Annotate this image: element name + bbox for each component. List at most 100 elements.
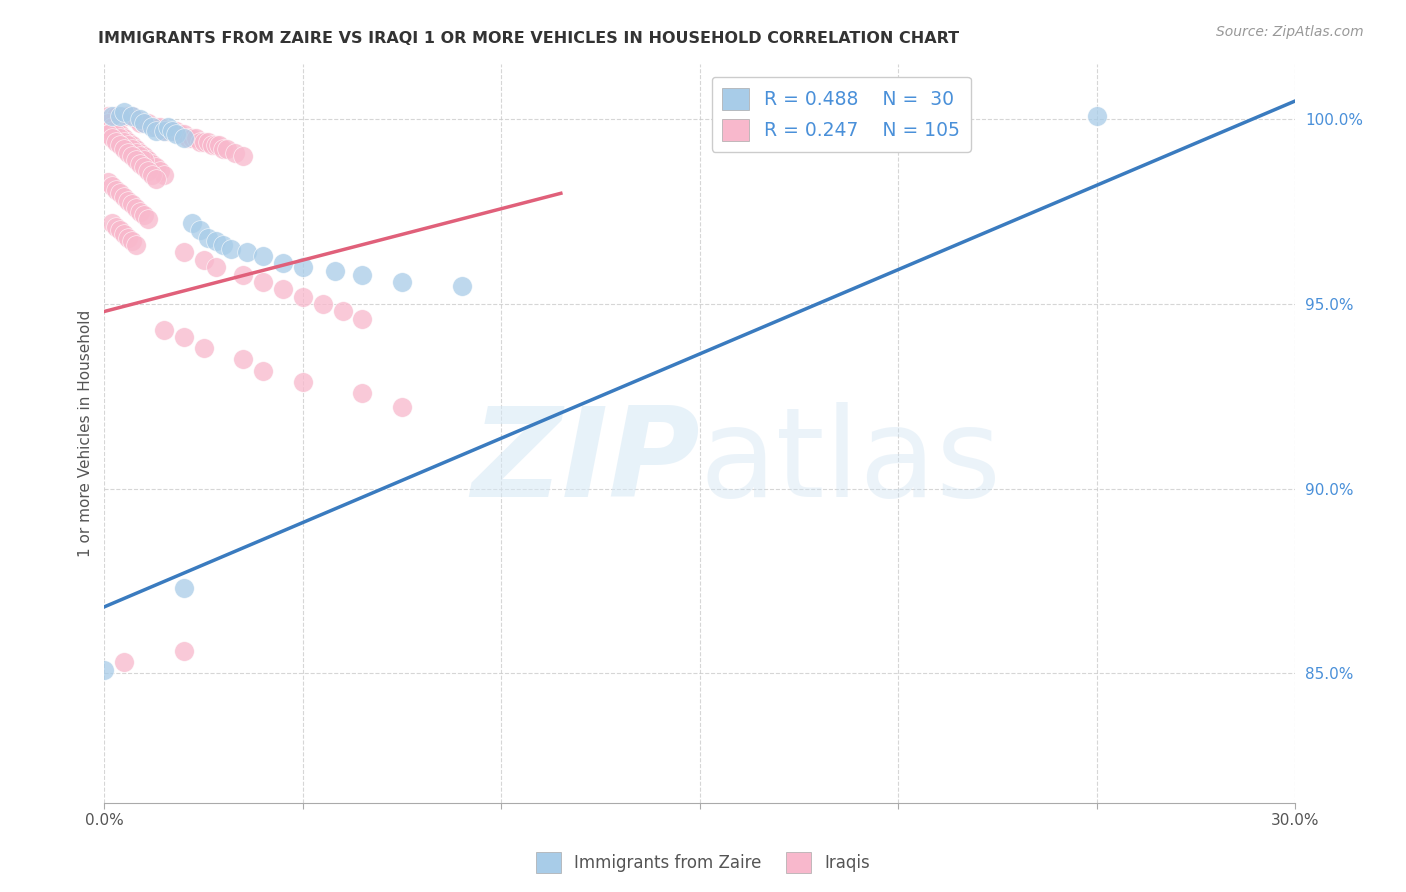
Point bbox=[136, 116, 159, 130]
Point bbox=[101, 123, 124, 137]
Point bbox=[117, 138, 139, 153]
Point bbox=[188, 135, 211, 149]
Point bbox=[121, 235, 143, 249]
Point bbox=[180, 131, 202, 145]
Point bbox=[156, 123, 179, 137]
Point bbox=[165, 127, 187, 141]
Point bbox=[117, 109, 139, 123]
Point bbox=[110, 186, 132, 201]
Point bbox=[153, 168, 176, 182]
Point bbox=[110, 223, 132, 237]
Point bbox=[252, 275, 274, 289]
Point bbox=[145, 123, 167, 137]
Point bbox=[101, 216, 124, 230]
Point bbox=[145, 161, 167, 175]
Point bbox=[352, 268, 374, 282]
Point bbox=[145, 171, 167, 186]
Point bbox=[93, 663, 115, 677]
Point bbox=[173, 127, 195, 141]
Point bbox=[105, 127, 128, 141]
Point bbox=[105, 123, 128, 137]
Point bbox=[236, 245, 259, 260]
Point bbox=[112, 109, 135, 123]
Point bbox=[112, 131, 135, 145]
Point bbox=[129, 145, 152, 160]
Point bbox=[112, 135, 135, 149]
Point bbox=[121, 109, 143, 123]
Point bbox=[450, 278, 472, 293]
Point bbox=[232, 149, 254, 163]
Point bbox=[173, 245, 195, 260]
Point bbox=[110, 131, 132, 145]
Point bbox=[117, 194, 139, 208]
Point bbox=[252, 249, 274, 263]
Point bbox=[101, 131, 124, 145]
Point bbox=[149, 120, 172, 134]
Point bbox=[204, 138, 226, 153]
Point bbox=[391, 275, 413, 289]
Point bbox=[105, 183, 128, 197]
Point bbox=[136, 212, 159, 227]
Point bbox=[212, 238, 235, 252]
Point bbox=[112, 190, 135, 204]
Point bbox=[121, 197, 143, 211]
Point bbox=[132, 153, 155, 167]
Point bbox=[193, 252, 215, 267]
Point bbox=[121, 109, 143, 123]
Y-axis label: 1 or more Vehicles in Household: 1 or more Vehicles in Household bbox=[79, 310, 93, 557]
Point bbox=[97, 109, 120, 123]
Point bbox=[132, 116, 155, 130]
Point bbox=[141, 168, 163, 182]
Point bbox=[121, 149, 143, 163]
Point bbox=[97, 127, 120, 141]
Point bbox=[169, 127, 191, 141]
Point bbox=[352, 311, 374, 326]
Point bbox=[136, 164, 159, 178]
Point bbox=[173, 330, 195, 344]
Point bbox=[208, 138, 231, 153]
Text: atlas: atlas bbox=[700, 402, 1002, 524]
Point bbox=[188, 223, 211, 237]
Point bbox=[112, 105, 135, 120]
Point bbox=[291, 375, 314, 389]
Point bbox=[125, 145, 148, 160]
Point bbox=[153, 123, 176, 137]
Point bbox=[97, 175, 120, 189]
Point bbox=[197, 230, 219, 244]
Point bbox=[252, 363, 274, 377]
Point bbox=[156, 120, 179, 134]
Text: ZIP: ZIP bbox=[471, 402, 700, 524]
Point bbox=[129, 116, 152, 130]
Point bbox=[121, 138, 143, 153]
Point bbox=[112, 227, 135, 241]
Point bbox=[101, 178, 124, 193]
Point bbox=[193, 135, 215, 149]
Point bbox=[173, 644, 195, 658]
Point bbox=[271, 282, 294, 296]
Point bbox=[110, 109, 132, 123]
Point bbox=[105, 135, 128, 149]
Point bbox=[132, 209, 155, 223]
Point bbox=[112, 655, 135, 669]
Point bbox=[184, 131, 207, 145]
Point bbox=[129, 157, 152, 171]
Point bbox=[193, 342, 215, 356]
Point bbox=[125, 238, 148, 252]
Point bbox=[217, 142, 239, 156]
Point bbox=[132, 161, 155, 175]
Point bbox=[153, 123, 176, 137]
Point bbox=[291, 260, 314, 274]
Point bbox=[125, 142, 148, 156]
Point bbox=[145, 120, 167, 134]
Point bbox=[204, 235, 226, 249]
Point bbox=[177, 131, 200, 145]
Point bbox=[110, 127, 132, 141]
Point bbox=[121, 142, 143, 156]
Point bbox=[165, 123, 187, 137]
Point bbox=[117, 145, 139, 160]
Point bbox=[221, 242, 243, 256]
Point bbox=[212, 142, 235, 156]
Point bbox=[153, 323, 176, 337]
Point bbox=[132, 116, 155, 130]
Point bbox=[1085, 109, 1108, 123]
